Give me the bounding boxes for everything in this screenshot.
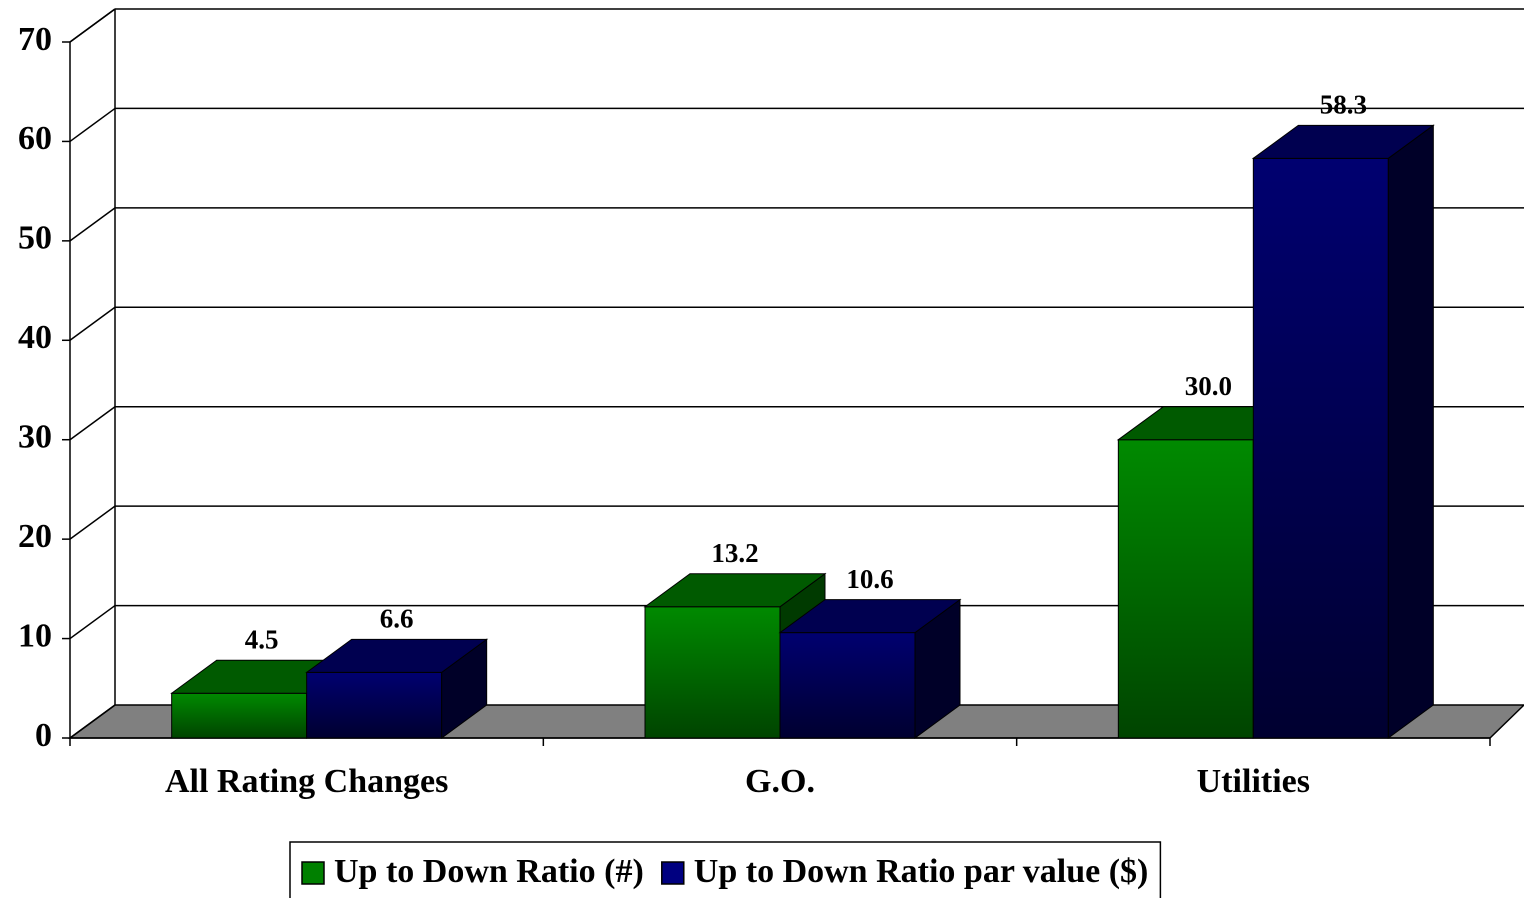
bar-top: [1251, 124, 1435, 159]
y-tick-label: 50: [18, 220, 52, 257]
value-label: 10.6: [846, 564, 893, 594]
bar-front: [1252, 157, 1389, 739]
y-tick-label: 10: [18, 617, 52, 654]
bar-top: [643, 573, 827, 608]
y-tick-label: 20: [18, 518, 52, 555]
y-tick-label: 60: [18, 120, 52, 157]
legend-label: Up to Down Ratio (#): [334, 853, 644, 890]
bar-front: [1117, 439, 1254, 739]
grid-line: [69, 306, 116, 341]
value-label: 6.6: [380, 604, 414, 634]
y-axis-depth: [69, 8, 116, 43]
bar: [305, 638, 489, 739]
x-tick-label: G.O.: [745, 763, 815, 800]
legend: Up to Down Ratio (#) Up to Down Ratio par…: [289, 841, 1162, 898]
x-tick-label: All Rating Changes: [165, 763, 448, 800]
y-tick-label: 40: [18, 319, 52, 356]
bar-front: [306, 671, 443, 739]
legend-swatch: [301, 861, 325, 885]
grid-line: [69, 604, 116, 640]
grid-line: [69, 207, 116, 242]
value-label: 30.0: [1185, 371, 1232, 401]
legend-box: [289, 841, 1162, 898]
y-tick-label: 0: [35, 717, 52, 754]
grid-line: [69, 704, 116, 739]
bar: [1251, 124, 1435, 739]
bar: [170, 659, 354, 739]
x-tick-label: Utilities: [1197, 763, 1310, 800]
value-label: 4.5: [245, 624, 279, 654]
bar-front: [644, 606, 781, 739]
value-label: 58.3: [1320, 90, 1367, 120]
legend-label: Up to Down Ratio par value ($): [694, 853, 1149, 890]
legend-swatch: [661, 861, 685, 885]
bar-front: [171, 692, 308, 739]
grid-line: [69, 107, 116, 143]
bar-side: [1387, 124, 1434, 739]
value-label: 13.2: [711, 538, 758, 568]
grid-line: [69, 505, 116, 540]
y-tick-label: 30: [18, 419, 52, 456]
bar: [778, 598, 962, 739]
bar-top: [305, 638, 489, 673]
bar-top: [778, 599, 962, 634]
bar-front: [779, 632, 916, 739]
grid-line: [69, 406, 116, 441]
y-tick-label: 70: [18, 21, 52, 58]
